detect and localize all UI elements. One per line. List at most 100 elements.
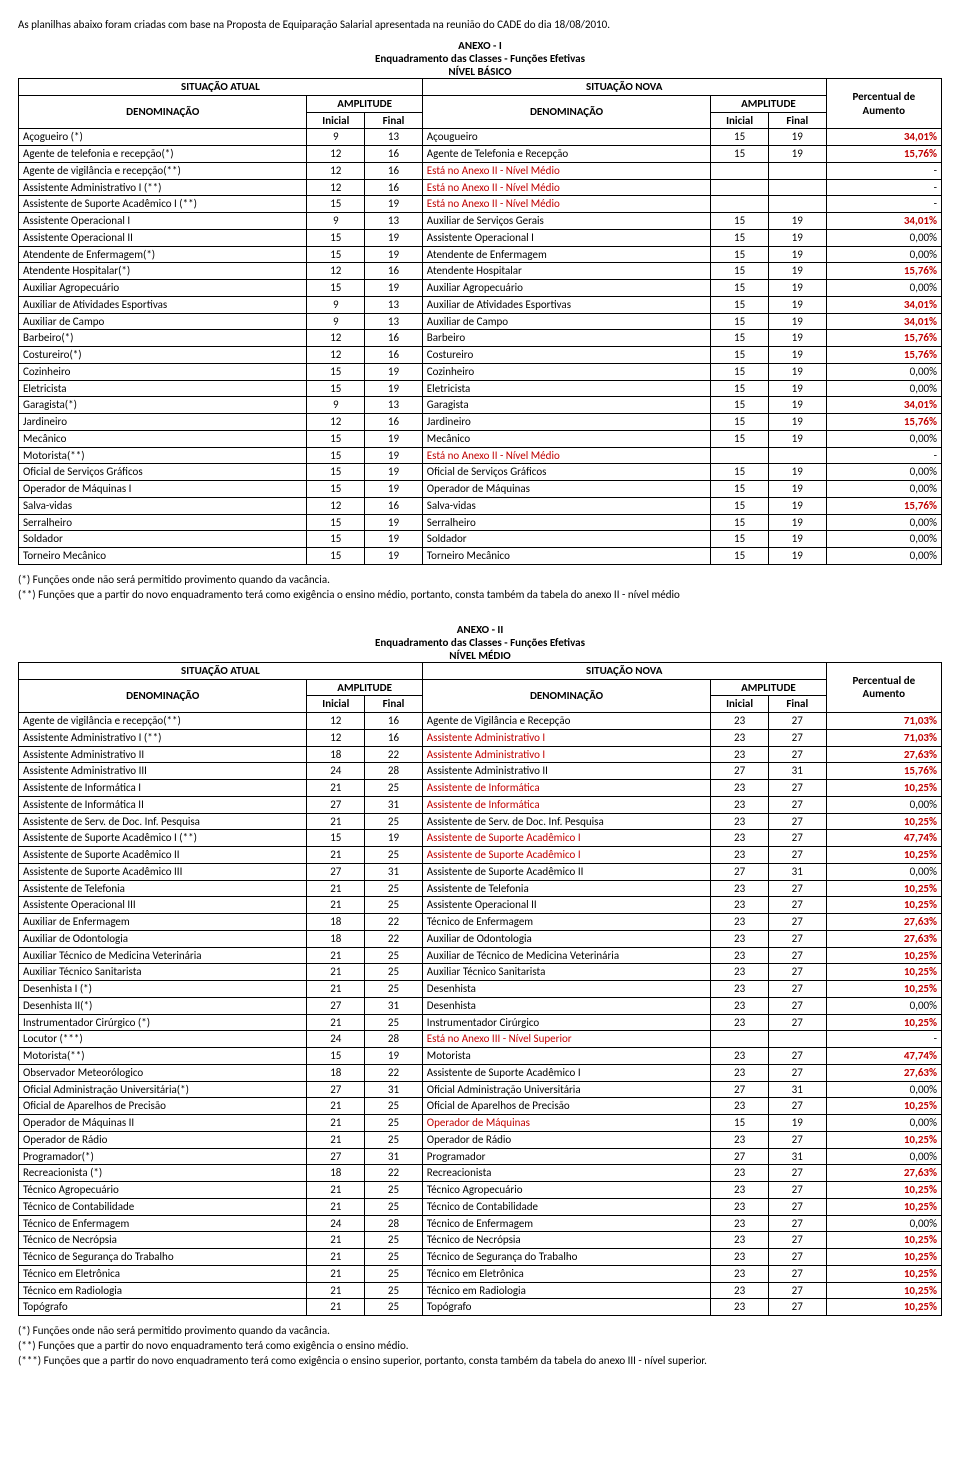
cell-final-nova: 27 [768, 847, 826, 864]
cell-denom-nova: Soldador [422, 531, 710, 548]
cell-final-nova [768, 179, 826, 196]
table-row: Barbeiro(*)1216Barbeiro151915,76% [19, 330, 942, 347]
cell-percentual: 15,76% [826, 146, 941, 163]
cell-inicial-atual: 12 [307, 497, 365, 514]
table-row: Assistente de Suporte Acadêmico II2125As… [19, 847, 942, 864]
cell-percentual: 27,63% [826, 1064, 941, 1081]
cell-inicial-nova: 15 [711, 397, 769, 414]
cell-denom-nova: Assistente de Telefonia [422, 880, 710, 897]
cell-denom-nova: Técnico em Radiologia [422, 1282, 710, 1299]
note-line: (**) Funções que a partir do novo enquad… [18, 1339, 942, 1352]
cell-percentual: - [826, 196, 941, 213]
hdr2-ini-a: Inicial [307, 696, 365, 713]
cell-denom-atual: Auxiliar de Campo [19, 313, 307, 330]
cell-denom-atual: Eletricista [19, 380, 307, 397]
cell-final-atual: 19 [365, 196, 423, 213]
cell-denom-atual: Costureiro(*) [19, 347, 307, 364]
annex1-title: ANEXO - I [18, 39, 942, 52]
cell-inicial-atual: 15 [307, 447, 365, 464]
cell-final-atual: 19 [365, 531, 423, 548]
cell-denom-atual: Motorista(**) [19, 447, 307, 464]
note-line: (***) Funções que a partir do novo enqua… [18, 1354, 942, 1367]
cell-inicial-nova [711, 179, 769, 196]
cell-denom-nova: Assistente de Informática [422, 796, 710, 813]
table-row: Agente de vigilância e recepção(**)1216A… [19, 713, 942, 730]
cell-denom-nova: Garagista [422, 397, 710, 414]
cell-inicial-atual: 21 [307, 847, 365, 864]
hdr-amp-a: AMPLITUDE [307, 95, 422, 112]
cell-final-nova: 27 [768, 1165, 826, 1182]
cell-final-atual: 31 [365, 1148, 423, 1165]
cell-denom-atual: Açogueiro (*) [19, 129, 307, 146]
cell-denom-atual: Agente de vigilância e recepção(**) [19, 713, 307, 730]
annex2-tbody: Agente de vigilância e recepção(**)1216A… [19, 713, 942, 1316]
cell-final-atual: 19 [365, 246, 423, 263]
table-row: Auxiliar de Odontologia1822Auxiliar de O… [19, 930, 942, 947]
cell-final-nova: 19 [768, 430, 826, 447]
cell-inicial-nova: 23 [711, 847, 769, 864]
cell-inicial-atual: 21 [307, 947, 365, 964]
cell-denom-nova: Técnico de Necrópsia [422, 1232, 710, 1249]
cell-denom-nova: Operador de Rádio [422, 1131, 710, 1148]
cell-denom-atual: Oficial de Serviços Gráficos [19, 464, 307, 481]
cell-denom-nova: Instrumentador Cirúrgico [422, 1014, 710, 1031]
cell-denom-atual: Agente de telefonia e recepção(*) [19, 146, 307, 163]
cell-percentual: 71,03% [826, 713, 941, 730]
cell-final-atual: 25 [365, 964, 423, 981]
cell-percentual: 0,00% [826, 229, 941, 246]
cell-final-nova: 19 [768, 397, 826, 414]
cell-inicial-nova: 15 [711, 531, 769, 548]
cell-inicial-nova: 23 [711, 1232, 769, 1249]
cell-inicial-atual: 15 [307, 1048, 365, 1065]
cell-denom-atual: Mecânico [19, 430, 307, 447]
cell-denom-atual: Auxiliar Técnico Sanitarista [19, 964, 307, 981]
cell-percentual: 10,25% [826, 1131, 941, 1148]
cell-final-nova: 19 [768, 414, 826, 431]
cell-inicial-atual: 9 [307, 397, 365, 414]
annex2-title: ANEXO - II [18, 623, 942, 636]
cell-percentual: 0,00% [826, 997, 941, 1014]
cell-final-nova: 27 [768, 880, 826, 897]
table-row: Técnico em Radiologia2125Técnico em Radi… [19, 1282, 942, 1299]
cell-inicial-atual: 21 [307, 964, 365, 981]
cell-inicial-nova: 23 [711, 930, 769, 947]
table-row: Garagista(*)913Garagista151934,01% [19, 397, 942, 414]
cell-inicial-atual: 21 [307, 813, 365, 830]
table-row: Oficial de Serviços Gráficos1519Oficial … [19, 464, 942, 481]
annex2-thead: SITUAÇÃO ATUAL SITUAÇÃO NOVA Percentual … [19, 662, 942, 712]
cell-final-atual: 16 [365, 347, 423, 364]
cell-inicial-nova: 27 [711, 1148, 769, 1165]
cell-final-atual: 19 [365, 481, 423, 498]
cell-final-nova [768, 162, 826, 179]
hdr2-fin-a: Final [365, 696, 423, 713]
cell-inicial-nova: 15 [711, 280, 769, 297]
cell-percentual: - [826, 1031, 941, 1048]
cell-denom-atual: Desenhista I (*) [19, 981, 307, 998]
cell-denom-nova: Mecânico [422, 430, 710, 447]
cell-inicial-atual: 24 [307, 763, 365, 780]
cell-denom-atual: Assistente de Informática I [19, 780, 307, 797]
cell-denom-nova: Auxiliar de Campo [422, 313, 710, 330]
cell-final-atual: 16 [365, 414, 423, 431]
cell-final-nova: 19 [768, 280, 826, 297]
cell-denom-atual: Serralheiro [19, 514, 307, 531]
table-row: Assistente de Informática II2731Assisten… [19, 796, 942, 813]
cell-inicial-nova: 23 [711, 1249, 769, 1266]
cell-denom-nova: Agente de Vigilância e Recepção [422, 713, 710, 730]
cell-denom-atual: Topógrafo [19, 1299, 307, 1316]
cell-final-nova: 31 [768, 763, 826, 780]
table-row: Agente de telefonia e recepção(*)1216Age… [19, 146, 942, 163]
annex1-subtitle: Enquadramento das Classes - Funções Efet… [18, 52, 942, 65]
cell-percentual: 15,76% [826, 263, 941, 280]
cell-inicial-atual: 21 [307, 1098, 365, 1115]
cell-denom-nova: Assistente de Suporte Acadêmico I [422, 1064, 710, 1081]
annex1-level: NÍVEL BÁSICO [18, 65, 942, 78]
cell-inicial-atual: 9 [307, 213, 365, 230]
cell-final-nova: 19 [768, 229, 826, 246]
cell-denom-atual: Técnico de Segurança do Trabalho [19, 1249, 307, 1266]
cell-inicial-nova: 23 [711, 880, 769, 897]
cell-percentual: 34,01% [826, 213, 941, 230]
cell-final-atual: 16 [365, 162, 423, 179]
cell-inicial-nova: 23 [711, 1064, 769, 1081]
cell-final-nova: 27 [768, 1064, 826, 1081]
